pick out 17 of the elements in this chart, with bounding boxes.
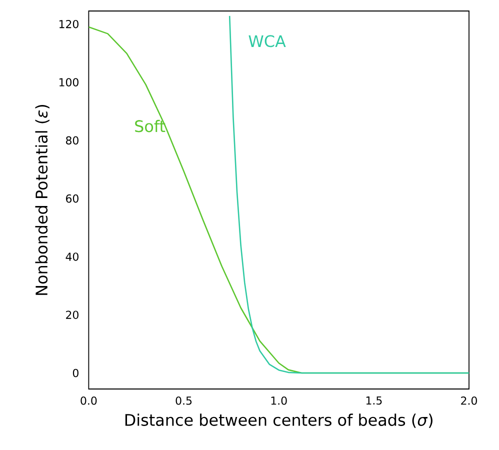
y-tick-label: 80 bbox=[66, 136, 78, 145]
x-tick-label: 0.0 bbox=[80, 396, 97, 405]
series-label: WCA bbox=[248, 35, 286, 48]
x-tick-label: 0.5 bbox=[176, 396, 192, 405]
y-tick-label: 60 bbox=[66, 194, 78, 203]
y-tick-label: 100 bbox=[59, 78, 78, 86]
line-series bbox=[228, 15, 470, 374]
y-tick-label: 40 bbox=[66, 252, 78, 261]
y-axis-title: Nonbonded Potential (ε) bbox=[35, 104, 50, 295]
x-axis-title: Distance between centers of beads (σ) bbox=[125, 414, 432, 428]
y-tick-label: 0 bbox=[72, 368, 78, 378]
series-label: Soft bbox=[135, 120, 166, 132]
y-tick-label: 20 bbox=[66, 310, 78, 319]
x-tick-label: 1.5 bbox=[366, 396, 382, 405]
x-tick-label: 2.0 bbox=[461, 396, 477, 405]
x-tick-label: 1.0 bbox=[271, 396, 287, 405]
y-tick-label: 120 bbox=[59, 20, 78, 28]
